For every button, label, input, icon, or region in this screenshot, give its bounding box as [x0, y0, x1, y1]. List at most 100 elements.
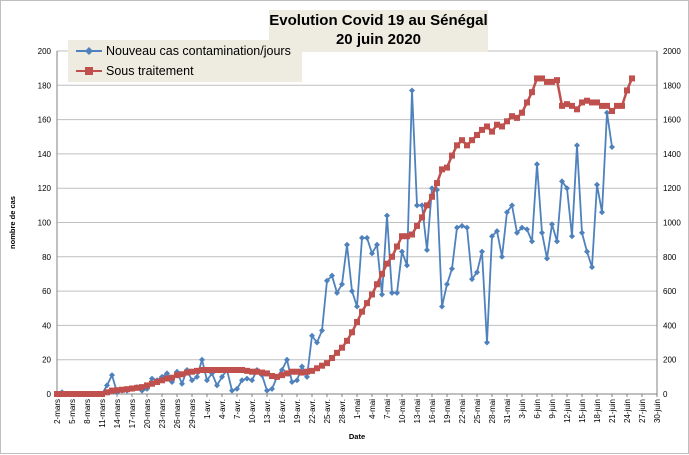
data-point-square [569, 102, 575, 109]
data-point-diamond [509, 202, 515, 209]
data-point-diamond [449, 265, 455, 272]
data-point-square [324, 360, 330, 367]
data-point-square [404, 233, 410, 240]
x-tick-label: 6-juin [533, 399, 542, 419]
x-tick-label: 3-juin [518, 399, 527, 419]
data-point-diamond [354, 303, 360, 310]
data-point-square [469, 137, 475, 144]
legend-label-under-treatment: Sous traitement [106, 64, 194, 78]
data-point-diamond [314, 339, 320, 346]
data-point-diamond [549, 221, 555, 228]
data-point-square [274, 373, 280, 380]
data-point-square [314, 365, 320, 372]
data-point-square [614, 102, 620, 109]
data-point-square [279, 372, 285, 379]
data-point-diamond [294, 377, 300, 384]
data-point-diamond [499, 253, 505, 260]
data-point-square [429, 193, 435, 200]
data-point-square [439, 166, 445, 173]
x-tick-label: 20-mars [143, 399, 152, 428]
data-point-diamond [554, 238, 560, 245]
data-point-diamond [404, 262, 410, 269]
data-point-square [199, 366, 205, 373]
data-point-square [379, 270, 385, 277]
data-point-square [239, 366, 245, 373]
x-tick-label: 19-mai [443, 399, 452, 424]
data-point-square [499, 123, 505, 130]
data-point-square [224, 366, 230, 373]
data-point-square [74, 391, 80, 397]
data-point-square [319, 362, 325, 369]
data-point-square [534, 75, 540, 82]
y-axis-title: nombre de cas [8, 196, 17, 249]
data-point-square [374, 281, 380, 288]
data-point-square [399, 233, 405, 240]
data-point-diamond [344, 241, 350, 248]
y2-tick-label: 1800 [663, 81, 681, 90]
data-point-diamond [414, 202, 420, 209]
data-point-diamond [284, 356, 290, 363]
data-point-square [359, 308, 365, 315]
data-point-diamond [439, 303, 445, 310]
data-point-square [209, 366, 215, 373]
y-tick-label: 100 [38, 219, 52, 228]
data-point-diamond [574, 142, 580, 149]
data-point-diamond [569, 233, 575, 240]
data-point-diamond [379, 291, 385, 298]
data-point-square [114, 387, 120, 394]
data-point-square [144, 382, 150, 389]
data-point-diamond [374, 241, 380, 248]
y-tick-label: 20 [42, 356, 51, 365]
data-point-square [479, 126, 485, 133]
chart-subtitle: 20 juin 2020 [335, 31, 422, 48]
data-point-square [539, 75, 545, 82]
data-point-square [184, 369, 190, 376]
x-tick-label: 1-avr. [203, 399, 212, 419]
data-point-diamond [589, 264, 595, 271]
data-point-diamond [269, 385, 275, 392]
data-point-square [449, 152, 455, 159]
data-point-square [339, 344, 345, 351]
data-point-square [294, 368, 300, 375]
data-point-square [364, 300, 370, 307]
data-point-diamond [109, 372, 115, 379]
data-point-diamond [504, 209, 510, 216]
data-point-square [484, 123, 490, 130]
data-point-square [234, 366, 240, 373]
data-point-square [574, 106, 580, 113]
data-point-diamond [179, 380, 185, 387]
data-point-square [454, 142, 460, 149]
data-point-diamond [239, 377, 245, 384]
data-point-square [554, 77, 560, 84]
data-point-square [299, 369, 305, 376]
data-point-square [494, 121, 500, 128]
data-point-diamond [494, 228, 500, 235]
data-point-square [219, 366, 225, 373]
data-point-square [424, 202, 430, 209]
data-point-square [584, 97, 590, 104]
data-point-square [419, 214, 425, 221]
x-tick-label: 16-avr. [278, 399, 287, 423]
legend-marker-diamond-icon [76, 47, 102, 55]
data-point-diamond [559, 178, 565, 185]
data-point-square [509, 113, 515, 120]
data-point-diamond [369, 250, 375, 257]
data-point-diamond [424, 246, 430, 253]
data-point-diamond [304, 373, 310, 380]
data-point-square [134, 384, 140, 391]
x-tick-label: 25-avr. [323, 399, 332, 423]
data-point-square [289, 368, 295, 375]
data-point-square [169, 374, 175, 381]
x-tick-label: 4-mai [368, 399, 377, 419]
data-point-diamond [604, 109, 610, 116]
y-tick-label: 40 [42, 321, 51, 330]
data-point-diamond [399, 248, 405, 255]
data-point-diamond [389, 289, 395, 296]
y2-tick-label: 1400 [663, 150, 681, 159]
x-tick-label: 18-juin [593, 399, 602, 423]
data-point-square [394, 243, 400, 250]
data-point-square [59, 391, 65, 397]
data-point-square [519, 109, 525, 116]
y-tick-label: 120 [38, 184, 52, 193]
data-point-square [309, 367, 315, 374]
